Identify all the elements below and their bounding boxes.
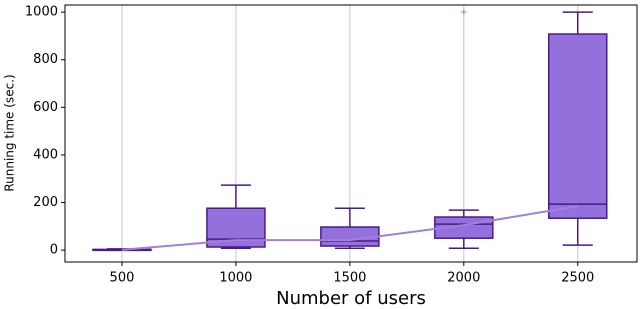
y-tick-label: 0 xyxy=(50,243,58,258)
plot-frame xyxy=(64,4,638,263)
x-tick-label: 1000 xyxy=(219,271,252,286)
y-tick-label: 1000 xyxy=(25,5,58,20)
y-tick-label: 600 xyxy=(33,100,58,115)
box xyxy=(547,33,608,219)
trend-line xyxy=(121,205,578,251)
x-tick-label: 2000 xyxy=(447,271,480,286)
y-tick-label: 800 xyxy=(33,52,58,67)
flier xyxy=(460,9,467,16)
y-axis-label: Running time (sec.) xyxy=(3,74,17,191)
x-tick-label: 1500 xyxy=(333,271,366,286)
x-tick-label: 2500 xyxy=(561,271,594,286)
y-tick-label: 200 xyxy=(33,195,58,210)
x-axis-label: Number of users xyxy=(276,288,426,309)
x-tick-label: 500 xyxy=(110,271,135,286)
y-tick-label: 400 xyxy=(33,147,58,162)
